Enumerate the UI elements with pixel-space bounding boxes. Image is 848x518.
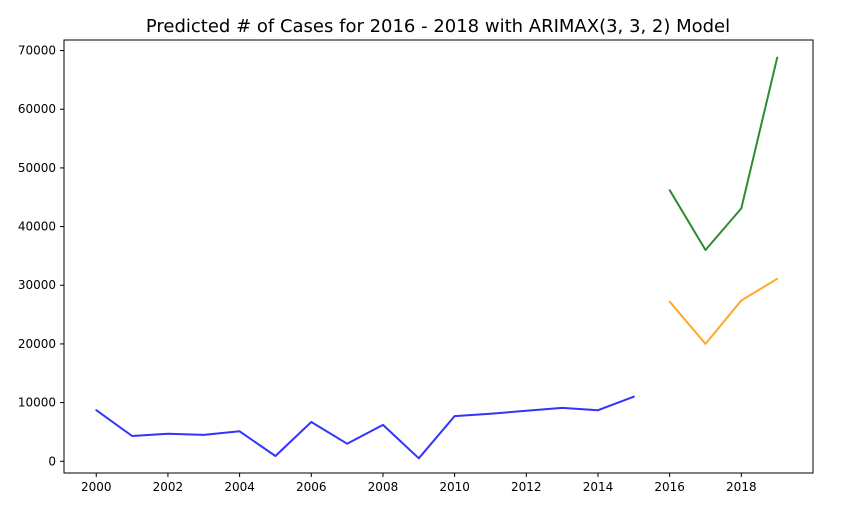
x-tick-label: 2010: [439, 480, 470, 494]
x-tick-label: 2008: [368, 480, 399, 494]
x-tick-label: 2006: [296, 480, 327, 494]
y-tick-label: 10000: [18, 396, 56, 410]
y-tick-label: 30000: [18, 278, 56, 292]
series-line-1: [668, 277, 779, 345]
series-line-2: [668, 56, 779, 251]
chart-title: Predicted # of Cases for 2016 - 2018 wit…: [146, 16, 730, 37]
y-tick-label: 60000: [18, 102, 56, 116]
y-tick-label: 40000: [18, 220, 56, 234]
x-tick-label: 2002: [153, 480, 184, 494]
x-tick-label: 2014: [583, 480, 614, 494]
x-tick-label: 2018: [726, 480, 757, 494]
y-tick-label: 0: [48, 454, 56, 468]
plot-frame: [63, 39, 814, 474]
series-line-0: [95, 395, 635, 460]
x-tick-label: 2004: [224, 480, 255, 494]
x-tick-label: 2012: [511, 480, 542, 494]
plot-area: 2000 2002 2004 2006 2008 2010 2012 2014 2016 2018…: [18, 39, 814, 494]
x-tick-label: 2000: [81, 480, 112, 494]
y-tick-label: 70000: [18, 44, 56, 58]
y-tick-label: 50000: [18, 161, 56, 175]
y-tick-label: 20000: [18, 337, 56, 351]
x-tick-label: 2016: [654, 480, 685, 494]
